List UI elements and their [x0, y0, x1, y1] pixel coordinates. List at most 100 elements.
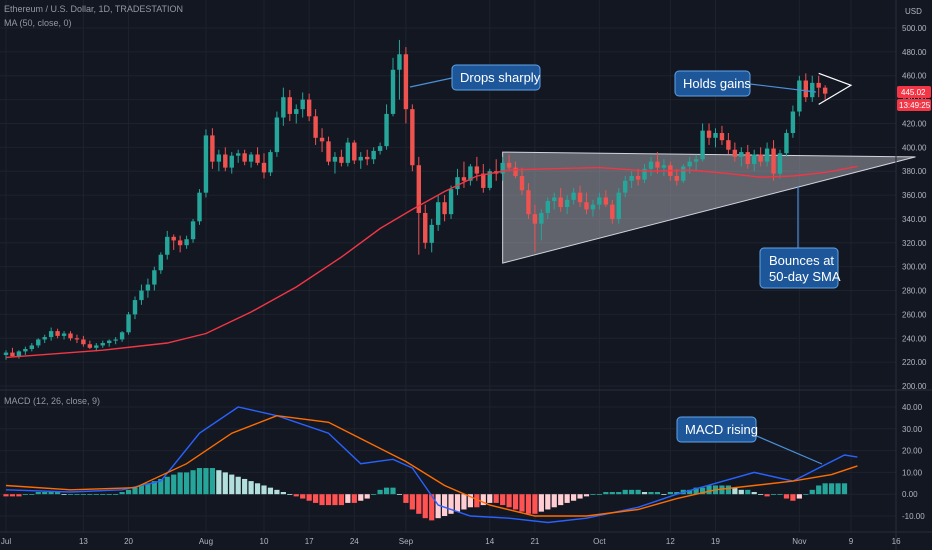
signal-line — [5, 414, 858, 517]
price-tick-label: 220.00 — [902, 358, 927, 367]
macd-histogram-bar — [564, 494, 570, 503]
candle-body — [771, 148, 776, 174]
candle-body — [255, 154, 260, 163]
macd-histogram-bar — [390, 487, 396, 495]
symbol-legend[interactable]: Ethereum / U.S. Dollar, 1D, TRADESTATION — [4, 4, 184, 14]
currency-label: USD — [905, 7, 922, 16]
macd-histogram-bar — [693, 487, 699, 495]
candle-body — [803, 80, 808, 98]
candle-body — [513, 167, 518, 176]
macd-histogram-bar — [29, 494, 35, 495]
macd-histogram-bar — [719, 485, 725, 495]
macd-histogram-bar — [371, 494, 377, 495]
candle-body — [100, 343, 105, 346]
candle-body — [139, 290, 144, 301]
candle-body — [190, 221, 196, 240]
macd-histogram-bar — [145, 483, 151, 495]
macd-histogram-bar — [829, 483, 835, 495]
macd-histogram-bar — [351, 494, 357, 503]
macd-histogram-bar — [506, 494, 512, 508]
candle-body — [48, 331, 54, 338]
countdown-tag: 13:49:25 — [897, 99, 931, 111]
candle-body — [816, 82, 821, 88]
candle-body — [81, 339, 86, 345]
candle-body — [306, 99, 312, 117]
candle-body — [36, 339, 41, 346]
candle-body — [655, 161, 660, 168]
time-tick-label: 10 — [260, 537, 269, 546]
time-tick-label: 20 — [124, 537, 133, 546]
candle-body — [416, 165, 421, 213]
macd-legend[interactable]: MACD (12, 26, close, 9) — [4, 396, 101, 406]
candle-body — [687, 161, 692, 167]
candle-body — [236, 153, 241, 156]
candle-body — [261, 162, 267, 173]
macd-histogram-bar — [106, 494, 112, 495]
macd-histogram-bar — [184, 472, 190, 495]
svg-text:Bounces at: Bounces at — [769, 253, 834, 268]
candle-body — [474, 166, 480, 174]
candle-body — [345, 142, 351, 163]
macd-histogram-bar — [358, 494, 364, 501]
macd-histogram-bar — [403, 494, 409, 503]
macd-histogram-bar — [216, 470, 222, 495]
macd-histogram-bar — [480, 494, 486, 506]
macd-histogram-bar — [738, 489, 744, 495]
candle-body — [287, 97, 292, 114]
candle-body — [623, 180, 628, 193]
macd-histogram-bar — [635, 489, 641, 495]
time-tick-label: 12 — [666, 537, 675, 546]
macd-histogram-bar — [409, 494, 415, 510]
price-tick-label: 340.00 — [902, 215, 927, 224]
macd-histogram-bar — [519, 494, 525, 512]
candle-body — [184, 239, 189, 246]
candle-body — [171, 236, 176, 241]
macd-histogram-bar — [654, 492, 661, 495]
candle-body — [384, 113, 389, 147]
macd-histogram-bar — [783, 494, 790, 499]
macd-histogram-bar — [435, 494, 441, 519]
candle-body — [674, 175, 679, 181]
candle-body — [68, 333, 73, 339]
macd-histogram-bar — [203, 468, 209, 495]
macd-tick-label: -10.00 — [902, 512, 925, 521]
ma-legend[interactable]: MA (50, close, 0) — [4, 18, 72, 28]
sma-50-line — [5, 165, 858, 359]
candle-body — [132, 300, 138, 315]
macd-histogram-bar — [125, 489, 132, 495]
callout-holds-gains: Holds gains — [674, 70, 817, 97]
macd-histogram-bar — [16, 494, 22, 497]
candle-body — [300, 99, 305, 110]
macd-histogram-bar — [622, 489, 628, 495]
candle-body — [29, 345, 34, 350]
price-tick-label: 420.00 — [902, 119, 927, 128]
callout-drops-sharply: Drops sharply — [409, 64, 541, 91]
time-tick-label: 13 — [79, 537, 88, 546]
macd-histogram-bar — [512, 494, 519, 510]
macd-histogram-bar — [364, 494, 370, 499]
macd-tick-label: 10.00 — [902, 468, 923, 477]
macd-histogram-bar — [319, 494, 325, 506]
price-axis[interactable]: 500.00480.00460.00440.00420.00400.00380.… — [902, 24, 927, 391]
macd-histogram-bar — [545, 494, 551, 510]
price-tick-label: 280.00 — [902, 287, 927, 296]
candle-body — [177, 240, 183, 246]
candle-body — [158, 254, 163, 271]
macd-histogram-bar — [474, 494, 480, 508]
candle-body — [74, 338, 80, 340]
candle-body — [758, 154, 763, 162]
macd-axis[interactable]: 40.00 30.00 20.00 10.00 0.00 -10.00 — [902, 403, 925, 521]
candle-body — [423, 212, 428, 243]
candle-body — [629, 175, 634, 181]
macd-histogram-bar — [790, 494, 796, 501]
candle-body — [500, 162, 505, 174]
candle-body — [635, 175, 641, 180]
macd-histogram-bar — [55, 492, 61, 495]
callout-macd-rising: MACD rising — [676, 416, 823, 465]
candle-body — [448, 189, 454, 215]
candle-body — [42, 337, 47, 340]
macd-histogram-bar — [590, 494, 596, 495]
macd-histogram-bar — [648, 492, 654, 495]
time-axis[interactable]: Jul 13 20 Aug 10 17 24 Sep 14 21 Oct 12 19 Nov 9 16 — [1, 537, 901, 546]
